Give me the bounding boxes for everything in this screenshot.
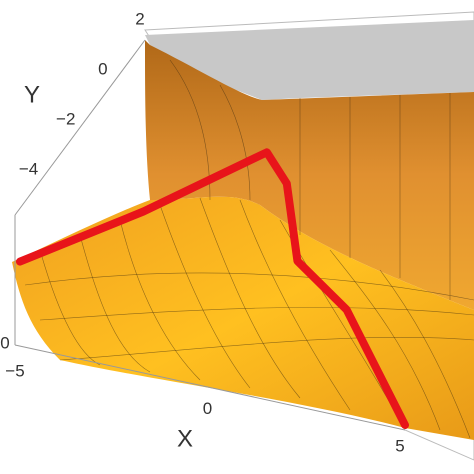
y-axis-label: Y — [24, 81, 40, 108]
x-axis-label: X — [177, 425, 193, 452]
y-tick-label: 0 — [98, 59, 107, 78]
surface-floor — [12, 196, 474, 440]
y-tick-label: −4 — [19, 159, 38, 178]
surface — [12, 11, 474, 461]
box-edge — [14, 39, 146, 216]
mesh-line — [24, 59, 474, 361]
box-edge — [14, 344, 406, 431]
y-tick-label: −2 — [56, 109, 75, 128]
mesh-line — [39, 197, 471, 439]
back-wall — [145, 40, 474, 310]
x-tick-label: 5 — [395, 436, 404, 455]
x-tick-label: −5 — [5, 361, 24, 380]
plateau — [145, 20, 474, 100]
curve — [16, 148, 409, 429]
x-tick-label: 0 — [203, 399, 212, 418]
z-tick-label: 0 — [0, 333, 9, 352]
y-tick-label: 2 — [135, 9, 144, 28]
